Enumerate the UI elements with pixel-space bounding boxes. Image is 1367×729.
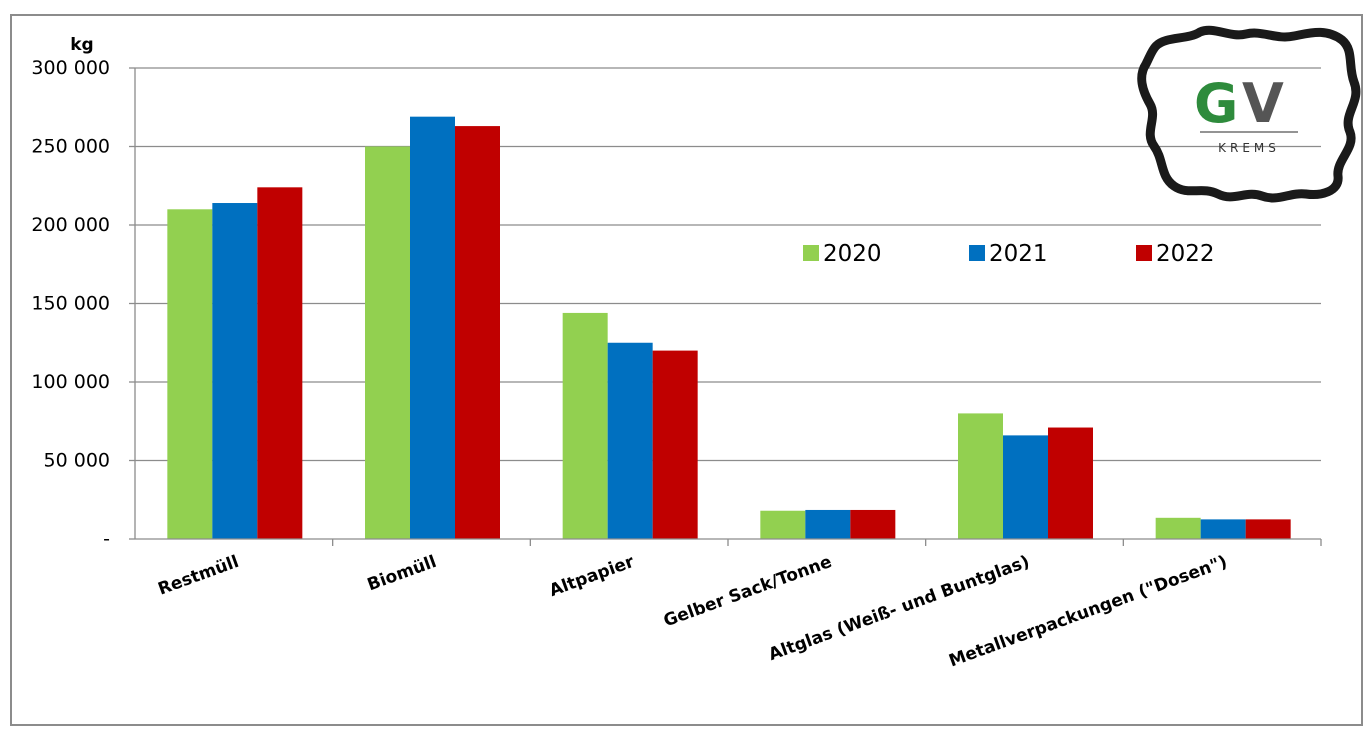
legend-swatch-2020 xyxy=(803,245,819,261)
bar-2021 xyxy=(1200,519,1246,539)
bar-2022 xyxy=(257,187,303,539)
bar-2020 xyxy=(365,146,410,539)
bar-2020 xyxy=(1155,517,1201,539)
legend: 2020 2021 2022 xyxy=(803,241,1215,267)
bar-2020 xyxy=(760,510,806,539)
y-axis-unit-label: kg xyxy=(70,35,93,55)
bar-2021 xyxy=(1003,435,1048,539)
x-category-label: Gelber Sack/Tonne xyxy=(661,552,835,631)
grid-lines xyxy=(135,67,1321,462)
bar-2022 xyxy=(455,126,500,539)
bar-2021 xyxy=(410,116,455,540)
bar-2021 xyxy=(212,203,258,539)
y-tick-label: 100 000 xyxy=(31,371,110,393)
legend-label: 2020 xyxy=(823,241,882,267)
logo-subtext: KREMS xyxy=(1218,141,1280,155)
bars xyxy=(167,116,1291,540)
bar-2021 xyxy=(607,342,653,539)
y-tick-label: 300 000 xyxy=(31,57,110,79)
gv-krems-logo: G V KREMS xyxy=(1137,25,1361,203)
bar-2022 xyxy=(652,350,698,539)
bar-chart: - 50 000 100 000 150 000 200 000 250 000 300 0… xyxy=(31,25,1361,672)
logo-letter-v: V xyxy=(1242,72,1284,135)
legend-label: 2022 xyxy=(1156,241,1215,267)
bar-2020 xyxy=(167,209,213,540)
chart-frame: - 50 000 100 000 150 000 200 000 250 000 300 0… xyxy=(10,14,1363,726)
legend-label: 2021 xyxy=(989,241,1048,267)
x-category-label: Biomüll xyxy=(365,552,439,595)
x-category-label: Restmüll xyxy=(155,552,241,600)
y-tick-label: 150 000 xyxy=(31,293,110,315)
x-category-label: Altpapier xyxy=(547,552,638,601)
y-tick-label: - xyxy=(103,528,110,550)
logo-outline-shape xyxy=(1137,25,1361,203)
y-axis-tick-labels: - 50 000 100 000 150 000 200 000 250 000 300 0… xyxy=(31,57,135,550)
bar-2020 xyxy=(562,312,608,539)
x-axis xyxy=(134,68,1322,546)
y-tick-label: 250 000 xyxy=(31,136,110,158)
x-axis-category-labels: Restmüll Biomüll Altpapier Gelber Sack/Tonn… xyxy=(155,552,1229,672)
bar-2022 xyxy=(850,509,896,539)
legend-swatch-2022 xyxy=(1136,245,1152,261)
bar-2022 xyxy=(1048,427,1093,539)
logo-letter-g: G xyxy=(1194,72,1238,135)
legend-swatch-2021 xyxy=(969,245,985,261)
y-tick-label: 50 000 xyxy=(44,450,110,472)
bar-2020 xyxy=(958,413,1003,539)
bar-2021 xyxy=(805,509,851,539)
bar-2022 xyxy=(1245,519,1291,539)
y-tick-label: 200 000 xyxy=(31,214,110,236)
